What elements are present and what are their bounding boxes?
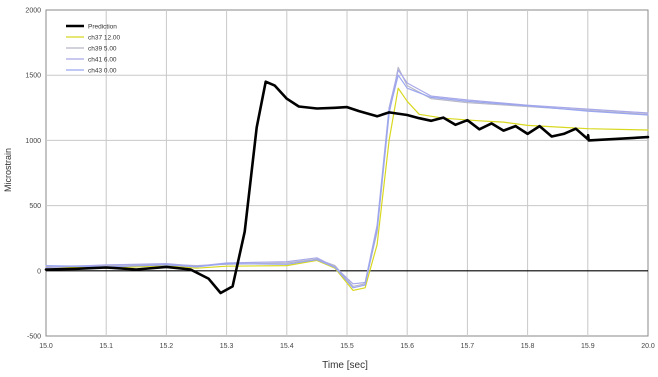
y-tick-label: 1000 [25,138,41,145]
x-tick-label: 15.3 [220,343,234,350]
x-axis-label: Time [sec] [322,360,368,371]
series-layer [44,66,650,295]
y-tick-label: 2000 [25,8,41,15]
y-tick-label: -500 [27,334,41,341]
y-axis-label: Microstrain [3,148,13,192]
x-tick-label: 15.4 [280,343,294,350]
x-tick-label: 15.5 [340,343,354,350]
x-tick-label: 15.2 [160,343,174,350]
legend-label: Prediction [88,24,117,31]
legend-label: ch39 5.00 [88,46,117,53]
grid-layer [45,9,649,337]
y-tick-label: 0 [37,268,41,275]
x-tick-label: 15.9 [581,343,595,350]
x-tick-label: 15.0 [39,343,53,350]
x-tick-label: 20.0 [641,343,655,350]
legend-label: ch37 12.00 [88,35,121,42]
legend: Prediction ch37 12.00 ch39 5.00 ch41 6.00 ch… [66,24,121,75]
y-tick-label: 500 [29,203,41,210]
series-line-ch43 [45,74,649,289]
series-line-prediction [44,80,650,295]
x-tick-label: 15.7 [461,343,475,350]
axis-layer: 15.0 15.1 15.2 15.3 15.4 15.5 15.6 15.7 15.8 15.9… [25,8,654,351]
y-tick-label: 1500 [25,73,41,80]
x-tick-label: 15.1 [99,343,113,350]
x-tick-label: 15.8 [521,343,535,350]
legend-label: ch41 6.00 [88,57,117,64]
x-tick-label: 15.6 [400,343,414,350]
series-line-ch37 [45,87,649,291]
legend-label: ch43 0.00 [88,68,117,75]
